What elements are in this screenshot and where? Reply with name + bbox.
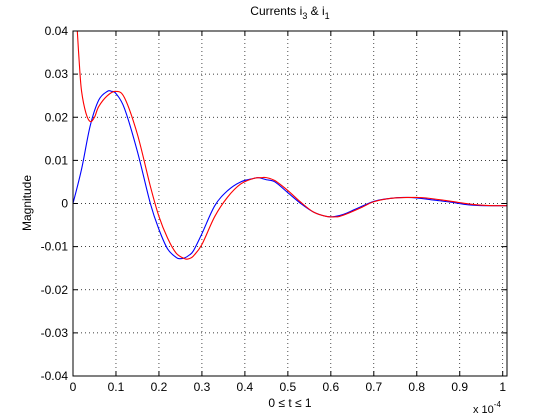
ticks (72, 30, 507, 377)
series-line-2 (76, 30, 508, 260)
x-axis-label: 0 ≤ t ≤ 1 (268, 396, 312, 410)
y-tick-label: -0.01 (41, 240, 69, 254)
y-tick-label: 0 (61, 197, 68, 211)
y-axis-label: Magnitude (20, 175, 34, 231)
x-axis-multiplier: x 10-4 (473, 400, 501, 416)
x-tick-label: 1 (499, 380, 506, 394)
chart-title: Currents i3 & i1 (250, 4, 329, 21)
x-tick-label: 0.2 (151, 380, 168, 394)
x-tick-label: 0.7 (365, 380, 382, 394)
y-tick-label: 0.01 (45, 153, 69, 167)
grid (73, 31, 507, 376)
x-tick-label: 0.5 (280, 380, 297, 394)
chart-title-mid: & i (307, 4, 324, 18)
x-tick-label: 0.1 (108, 380, 125, 394)
y-tick-label: -0.02 (41, 283, 69, 297)
x-tick-label: 0 (70, 380, 77, 394)
x-tick-label: 0.8 (408, 380, 425, 394)
y-tick-label: 0.04 (45, 24, 69, 38)
y-tick-labels: -0.04 -0.03 -0.02 -0.01 0 0.01 0.02 0.03 0.04 (41, 24, 69, 383)
x-tick-label: 0.3 (194, 380, 211, 394)
x-tick-label: 0.4 (237, 380, 254, 394)
x-tick-label: 0.6 (322, 380, 339, 394)
x-tick-labels: 0 0.1 0.2 0.3 0.4 0.5 0.6 0.7 0.8 0.9 1 (70, 380, 507, 394)
chart-title-sub2: 1 (325, 11, 330, 21)
y-tick-label: 0.02 (45, 110, 69, 124)
y-tick-label: 0.03 (45, 67, 69, 81)
series-layer (72, 30, 508, 260)
x-tick-label: 0.9 (451, 380, 468, 394)
y-tick-label: -0.03 (41, 326, 69, 340)
chart-title-sub1: 3 (302, 11, 307, 21)
x-multiplier-base: x 10 (473, 404, 494, 416)
chart-title-main: Currents i (250, 4, 302, 18)
x-multiplier-exponent: -4 (494, 400, 502, 409)
y-tick-label: -0.04 (41, 369, 69, 383)
